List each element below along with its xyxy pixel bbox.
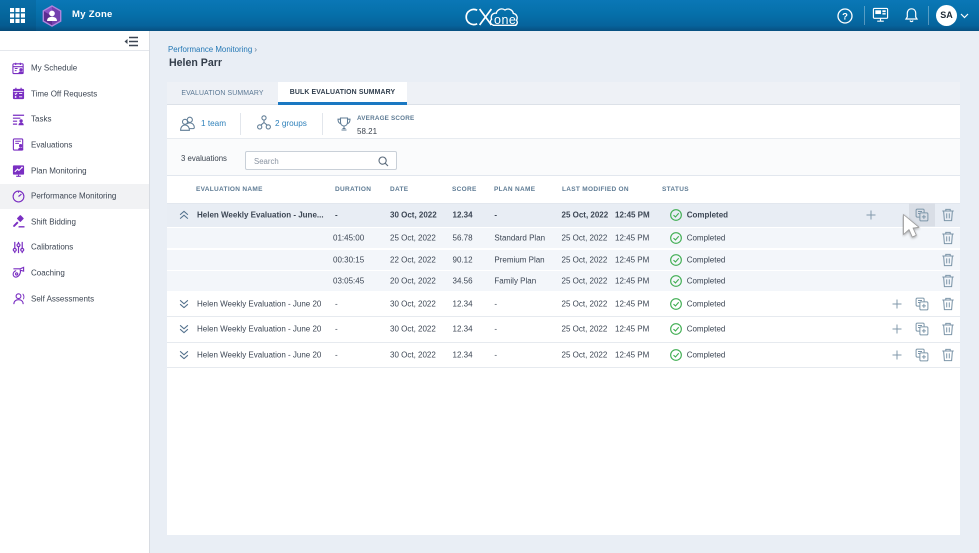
svg-text:one: one <box>494 13 516 27</box>
svg-text:?: ? <box>842 12 848 23</box>
